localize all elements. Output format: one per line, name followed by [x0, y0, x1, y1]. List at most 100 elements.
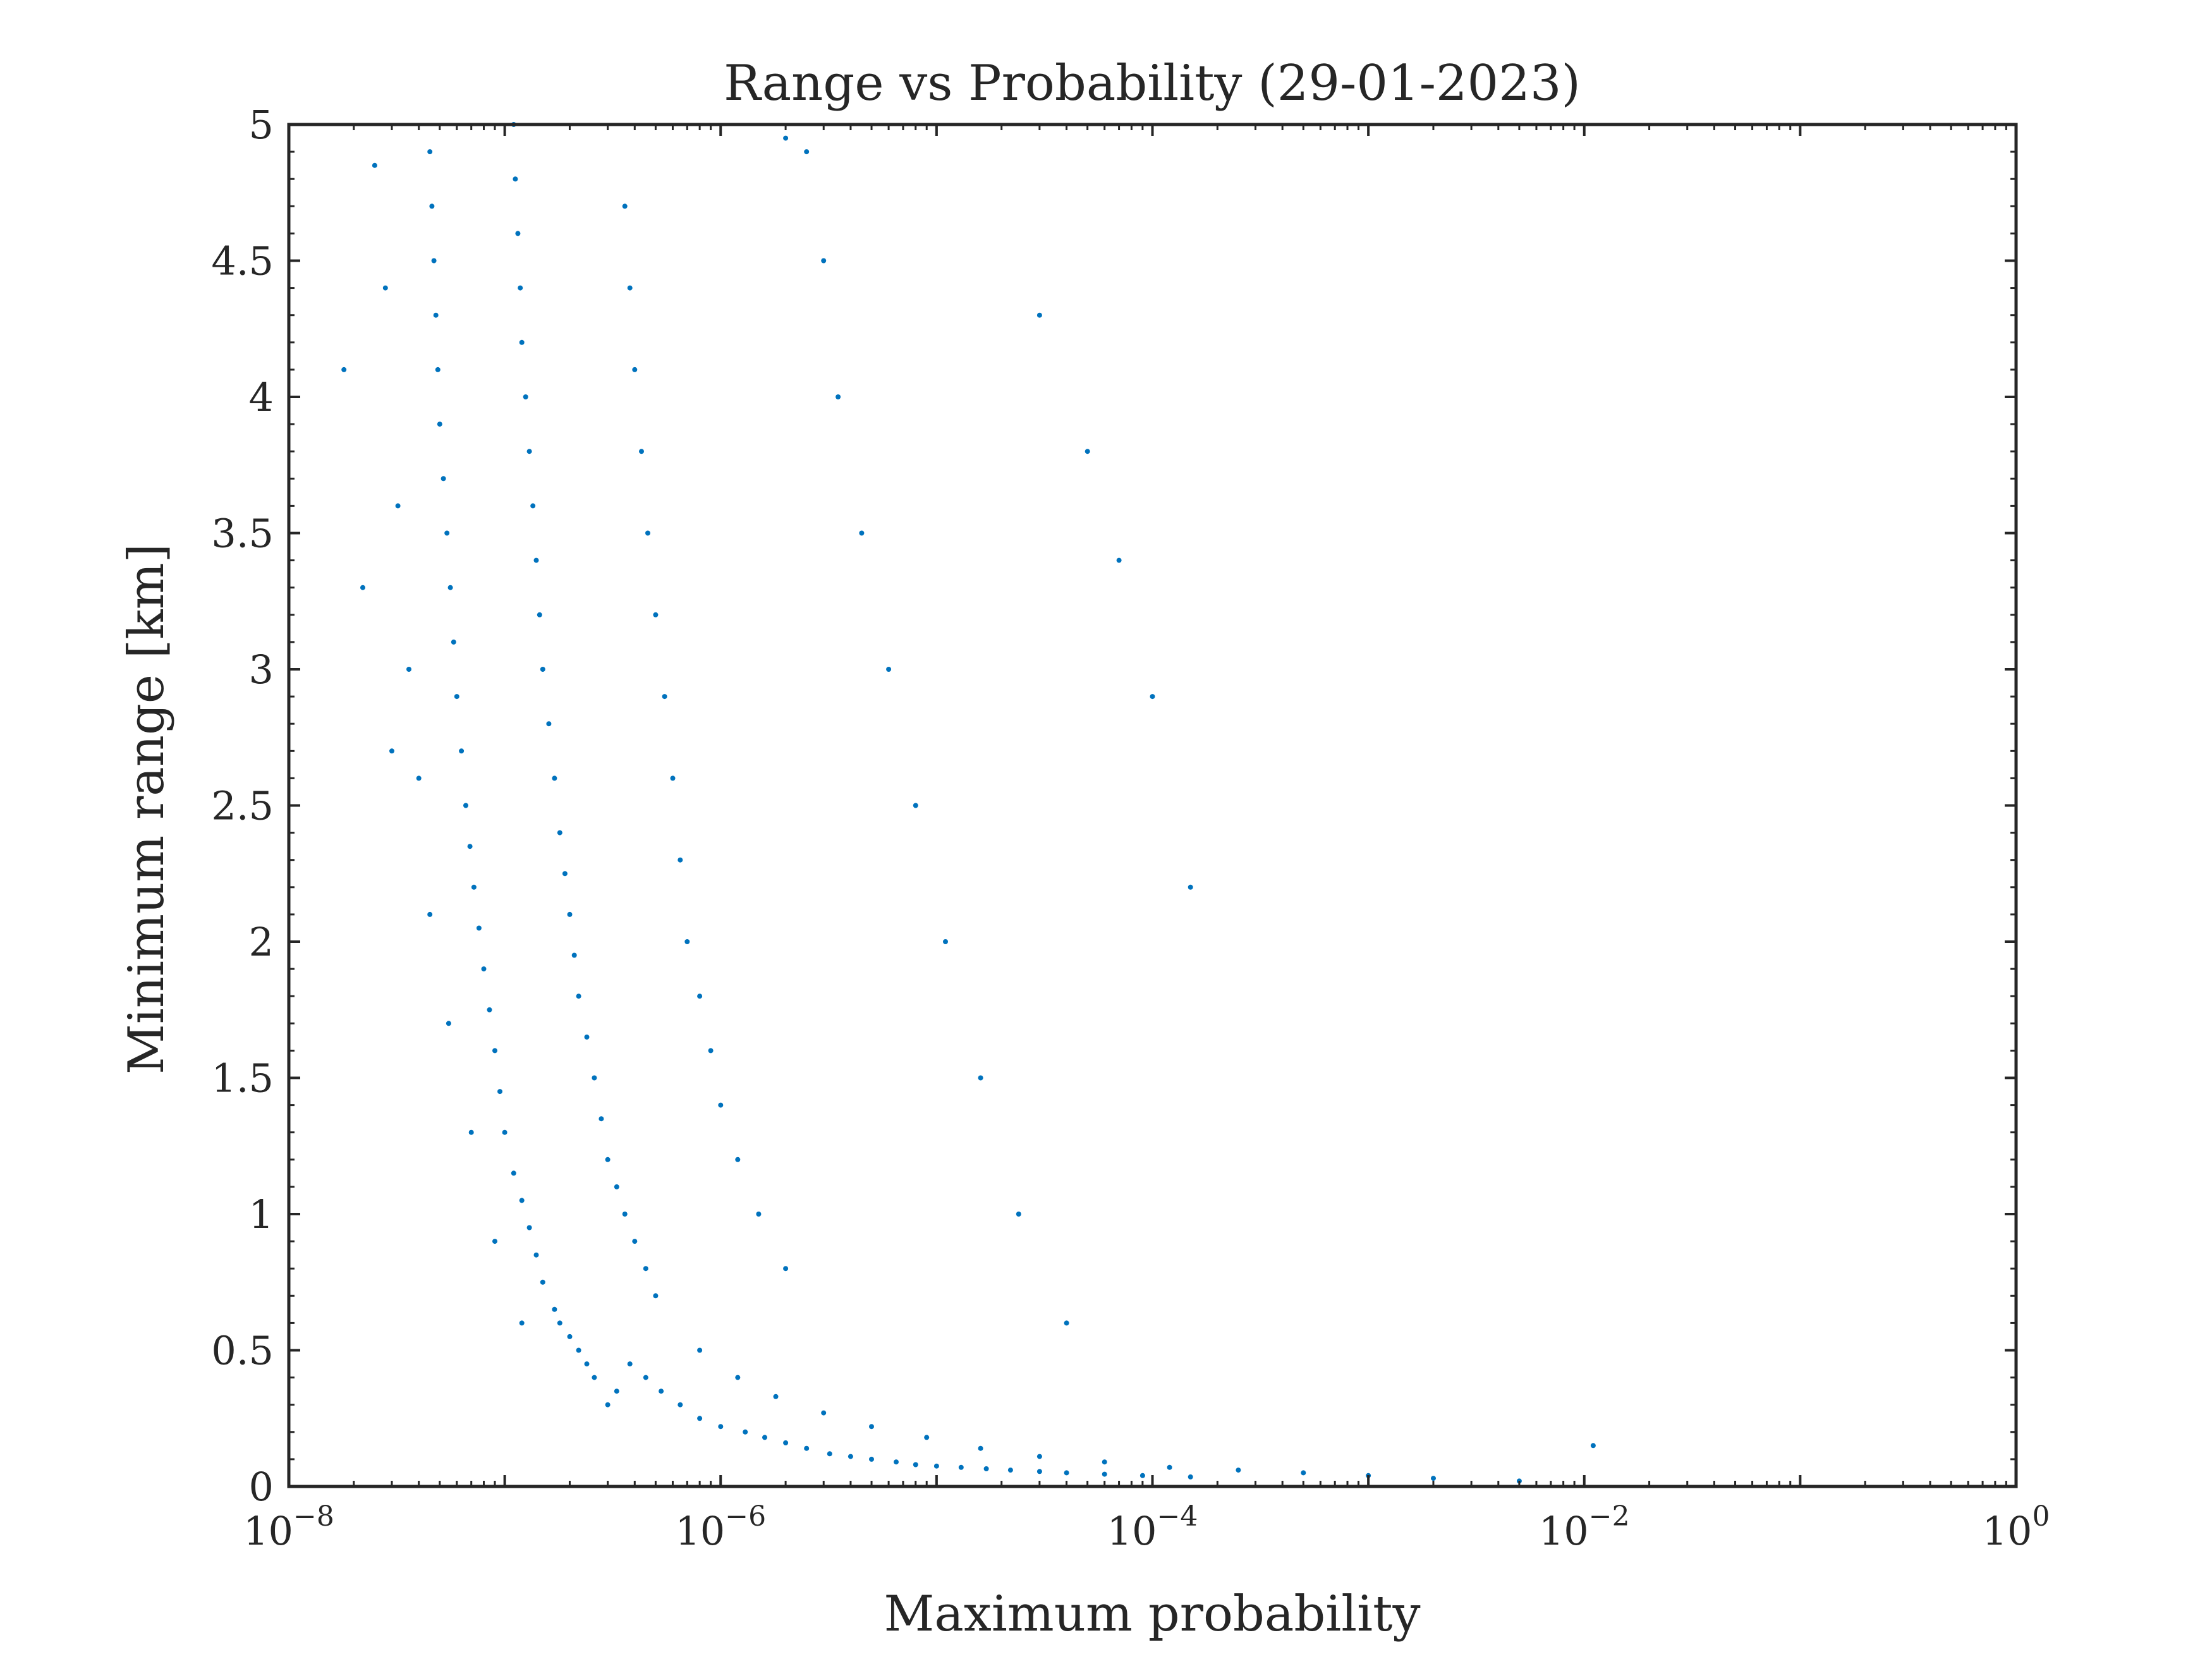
tick-labels: 10−8 10−6 10−4 10−2 100 0 0.5 1 1.5 2 2.5 3 3.5 4 4.5 5 [211, 102, 2050, 1554]
data-point [659, 1389, 664, 1394]
data-point [743, 1429, 748, 1435]
data-point [645, 530, 650, 536]
data-point [552, 1306, 557, 1312]
data-point [546, 721, 552, 727]
data-point [1102, 1459, 1107, 1465]
data-point [584, 1361, 590, 1367]
data-point [1016, 1212, 1021, 1217]
y-tick-label: 4 [249, 374, 274, 420]
data-point [1064, 1470, 1069, 1476]
x-tick-label: 10−8 [243, 1500, 334, 1554]
data-point [614, 1389, 619, 1394]
data-point [622, 1212, 628, 1217]
data-point [557, 1320, 562, 1326]
data-point [599, 1116, 604, 1122]
data-point [562, 871, 568, 877]
data-point [459, 748, 465, 754]
data-point [444, 530, 450, 536]
data-point [762, 1435, 767, 1440]
data-point [632, 1239, 638, 1244]
data-points [341, 122, 1596, 1484]
data-point [519, 1198, 525, 1203]
data-point [519, 339, 525, 345]
data-point [1064, 1320, 1069, 1326]
data-point [684, 939, 690, 944]
data-point [735, 1375, 741, 1380]
data-point [643, 1375, 648, 1380]
data-point [1188, 1474, 1193, 1480]
data-point [614, 1184, 619, 1189]
data-point [519, 1320, 525, 1326]
data-point [518, 285, 523, 291]
data-point [1150, 694, 1155, 700]
data-point [567, 1334, 573, 1339]
data-point [627, 285, 633, 291]
data-point [433, 312, 439, 318]
data-point [1036, 1454, 1042, 1459]
data-point [924, 1435, 930, 1440]
data-point [894, 1459, 899, 1465]
data-point [943, 939, 948, 944]
data-point [441, 476, 446, 482]
data-point [773, 1394, 779, 1399]
data-point [468, 1129, 474, 1135]
data-point [1085, 449, 1090, 454]
data-point [576, 994, 581, 999]
y-tick-label: 5 [249, 102, 274, 148]
data-point [678, 1402, 683, 1407]
data-point [467, 844, 473, 849]
data-point [552, 775, 557, 781]
data-point [756, 1212, 762, 1217]
data-point [653, 612, 659, 617]
x-tick-label: 100 [1983, 1500, 2050, 1554]
data-point [708, 1048, 714, 1054]
data-point [1139, 1473, 1145, 1478]
data-point [492, 1239, 497, 1244]
data-point [804, 1445, 810, 1451]
data-point [406, 667, 411, 672]
y-tick-label: 0 [249, 1464, 274, 1510]
data-point [653, 1293, 659, 1299]
data-point [557, 830, 562, 836]
data-point [533, 557, 539, 563]
data-point [1590, 1443, 1596, 1449]
data-point [1007, 1468, 1013, 1473]
data-point [487, 1007, 492, 1012]
data-point [523, 394, 528, 399]
data-point [643, 1266, 648, 1272]
data-point [451, 639, 456, 645]
data-point [958, 1464, 964, 1470]
data-point [1236, 1468, 1241, 1473]
data-point [1036, 1469, 1042, 1474]
x-axis-label: Maximum probability [884, 1586, 1420, 1643]
data-point [697, 1347, 703, 1353]
data-point [416, 775, 422, 781]
data-point [372, 162, 377, 168]
data-point [513, 176, 518, 182]
data-point [869, 1456, 874, 1462]
data-point [571, 952, 577, 958]
axis-ticks [288, 123, 2017, 1488]
data-point [576, 1347, 581, 1353]
y-tick-label: 3 [249, 647, 274, 693]
data-point [481, 966, 487, 972]
data-point [718, 1102, 724, 1108]
y-tick-label: 1 [249, 1191, 274, 1237]
x-tick-label: 10−2 [1539, 1500, 1630, 1554]
data-point [526, 1225, 532, 1231]
data-point [592, 1075, 597, 1081]
data-point [476, 925, 482, 931]
data-point [497, 1089, 502, 1095]
chart-title: Range vs Probability (29-01-2023) [724, 55, 1581, 112]
data-point [821, 1410, 827, 1416]
data-point [718, 1424, 724, 1430]
data-point [427, 149, 433, 155]
data-point [933, 1463, 939, 1469]
data-point [1036, 312, 1042, 318]
data-point [697, 1416, 703, 1421]
data-point [783, 135, 789, 141]
data-point [341, 367, 347, 372]
data-point [533, 1252, 539, 1258]
data-point [1431, 1476, 1436, 1481]
